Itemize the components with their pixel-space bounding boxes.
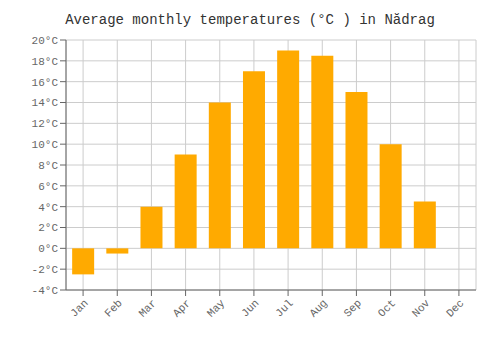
svg-text:Apr: Apr — [171, 297, 193, 319]
svg-text:Mar: Mar — [137, 297, 159, 319]
svg-text:10°C: 10°C — [32, 139, 59, 151]
svg-text:6°C: 6°C — [38, 181, 58, 193]
svg-text:Jan: Jan — [68, 297, 90, 319]
svg-text:20°C: 20°C — [32, 35, 59, 47]
svg-text:Feb: Feb — [102, 297, 124, 319]
html-text:Average monthly temperatures (: Average monthly temperatures (°C ) in Nă… — [65, 12, 435, 28]
svg-text:4°C: 4°C — [38, 202, 58, 214]
svg-text:16°C: 16°C — [32, 77, 59, 89]
svg-text:-4°C: -4°C — [32, 285, 59, 297]
svg-text:8°C: 8°C — [38, 160, 58, 172]
svg-text:Oct: Oct — [376, 297, 398, 319]
svg-text:Nov: Nov — [410, 297, 433, 320]
svg-text:-2°C: -2°C — [32, 264, 59, 276]
svg-text:18°C: 18°C — [32, 56, 59, 68]
svg-text:Jul: Jul — [273, 297, 295, 319]
svg-text:Aug: Aug — [307, 297, 329, 319]
svg-text:Dec: Dec — [444, 297, 466, 319]
svg-text:Jun: Jun — [239, 297, 261, 319]
svg-text:May: May — [205, 297, 228, 320]
svg-text:2°C: 2°C — [38, 222, 58, 234]
svg-text:0°C: 0°C — [38, 243, 58, 255]
svg-text:12°C: 12°C — [32, 118, 59, 130]
svg-text:14°C: 14°C — [32, 97, 59, 109]
svg-text:Sep: Sep — [342, 297, 364, 319]
